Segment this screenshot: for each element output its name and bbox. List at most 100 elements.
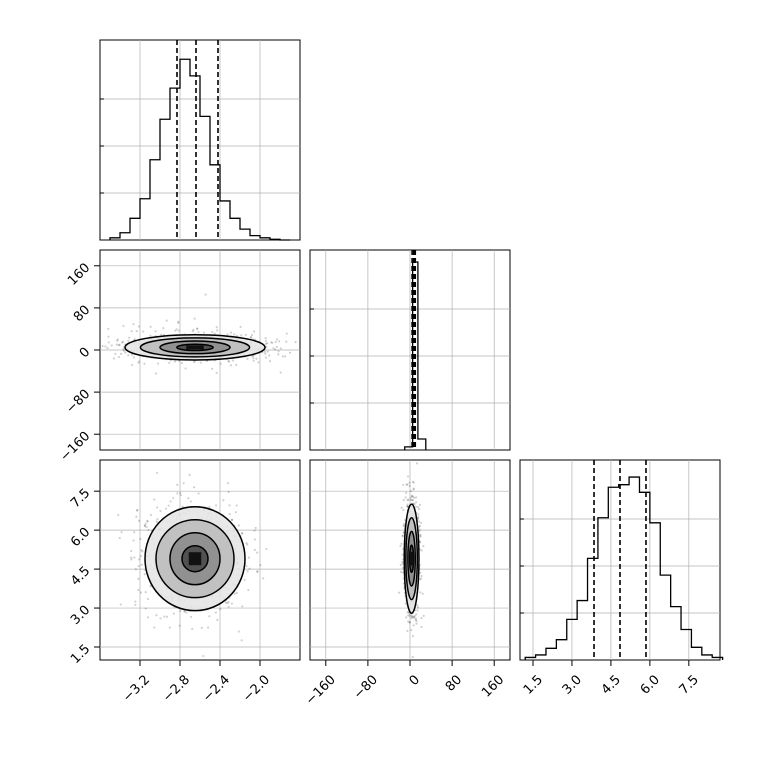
scatter-point [246, 357, 249, 360]
scatter-point [130, 556, 133, 559]
scatter-point [137, 588, 140, 592]
histogram-bars [524, 476, 724, 660]
x-axis-ticks: −3.2 −2.8 −2.4 −2.0 [120, 660, 273, 705]
scatter-point [416, 606, 420, 609]
scatter-point [420, 616, 423, 620]
scatter-point [121, 341, 124, 344]
scatter-point [420, 549, 423, 552]
scatter-point [153, 626, 156, 629]
x-tick-label: 0 [407, 672, 423, 688]
scatter-point [406, 505, 409, 508]
scatter-point [240, 639, 243, 642]
scatter-point [185, 611, 188, 614]
scatter-point [284, 355, 287, 358]
scatter-point [164, 507, 168, 510]
x-tick-label: 7.5 [677, 672, 702, 697]
scatter-point [156, 506, 159, 509]
scatter-point [247, 556, 251, 559]
scatter-point [145, 525, 148, 529]
scatter-point [104, 345, 107, 348]
scatter-point [275, 338, 279, 341]
scatter-point [200, 626, 203, 629]
scatter-point [418, 520, 421, 523]
scatter-point [410, 615, 413, 618]
scatter-point [254, 526, 257, 530]
x-tick-label: 160 [479, 672, 507, 700]
scatter-point [410, 628, 413, 632]
histogram-bar [660, 575, 670, 660]
scatter-point [192, 460, 195, 461]
scatter-point [165, 319, 168, 322]
scatter-point [19, 352, 21, 354]
scatter-point [411, 495, 415, 498]
panel-hist-p3: 1.5 3.0 4.5 6.0 7.5 [519, 459, 724, 698]
scatter-point [227, 601, 230, 604]
scatter-point [122, 348, 125, 351]
density-contours [144, 506, 246, 612]
scatter-point [277, 353, 280, 356]
histogram-bar [702, 655, 712, 660]
scatter-point [411, 480, 414, 483]
scatter-point [402, 498, 405, 502]
scatter-point [219, 608, 222, 611]
scatter-point [411, 495, 414, 498]
scatter-point [106, 346, 109, 350]
scatter-point [211, 330, 214, 333]
scatter-point [413, 496, 416, 499]
scatter-point [285, 332, 288, 335]
scatter-point [416, 505, 420, 509]
scatter-point [228, 512, 231, 516]
scatter-point [133, 531, 136, 534]
scatter-point [191, 627, 194, 630]
scatter-point [143, 362, 146, 365]
panel-hist-p2 [309, 249, 511, 451]
scatter-point [401, 553, 404, 556]
scatter-point [46, 343, 48, 345]
scatter-point [138, 558, 141, 561]
histogram-bar [230, 218, 240, 240]
density-peak [186, 345, 204, 350]
scatter-point [263, 350, 267, 353]
scatter-point [95, 339, 97, 341]
histogram-bar [160, 119, 170, 240]
scatter-point [167, 504, 170, 507]
scatter-point [197, 492, 200, 495]
scatter-point [122, 346, 125, 349]
scatter-point [412, 488, 415, 491]
scatter-point [227, 490, 230, 494]
scatter-point [122, 349, 126, 352]
quantile-lines [411, 250, 417, 450]
scatter-point [275, 345, 278, 349]
scatter-point [277, 350, 280, 353]
y-axis-ticks: 160 80 0 −80 −160 [57, 260, 100, 465]
scatter-point [122, 324, 125, 327]
scatter-point [419, 521, 423, 524]
scatter-point [406, 498, 409, 502]
scatter-point [246, 570, 249, 573]
scatter-point [139, 591, 143, 594]
histogram-bar [120, 233, 130, 240]
scatter-point [187, 497, 190, 500]
scatter-point [268, 360, 272, 363]
scatter-point [251, 355, 254, 358]
scatter-point [399, 563, 402, 567]
scatter-point [206, 626, 210, 629]
scatter-point [118, 343, 121, 346]
scatter-point [154, 330, 157, 333]
scatter-point [400, 506, 403, 509]
y-tick-label: 0 [77, 345, 93, 361]
scatter-point [274, 340, 277, 344]
scatter-point [226, 333, 229, 336]
scatter-point [211, 367, 214, 370]
scatter-point [319, 348, 321, 350]
histogram-bar [200, 116, 210, 240]
scatter-point [134, 568, 137, 571]
y-tick-label: 6.0 [68, 525, 93, 550]
histogram-bar [588, 558, 598, 660]
scatter-point [155, 614, 158, 617]
scatter-point [179, 494, 182, 497]
panel-scatter-p1-p2: 160 80 0 −80 −160 [19, 249, 321, 465]
scatter-point [134, 600, 137, 603]
scatter-point [281, 355, 285, 358]
scatter-point [253, 538, 256, 541]
